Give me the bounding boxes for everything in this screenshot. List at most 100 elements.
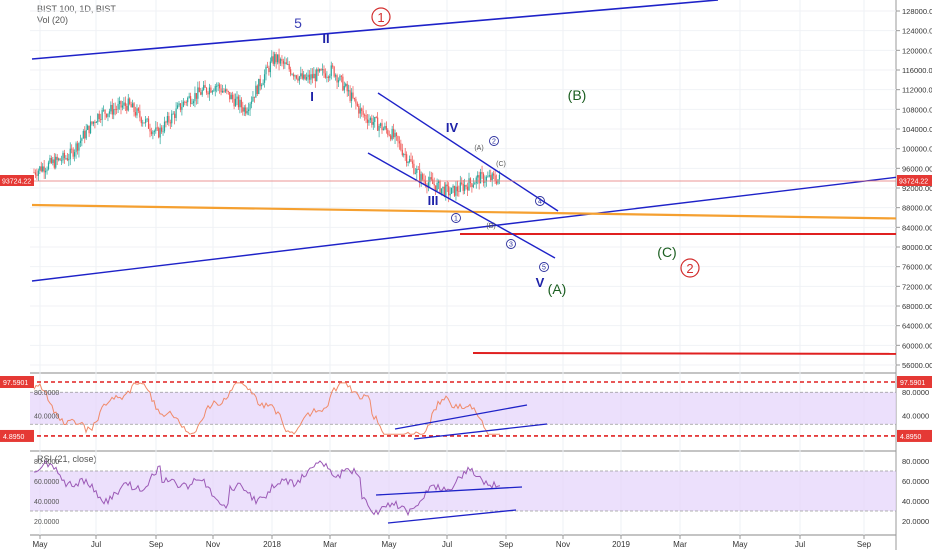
candle-body xyxy=(336,75,338,83)
candle-body xyxy=(201,89,203,95)
candle-body xyxy=(297,78,299,81)
candle-body xyxy=(101,110,103,120)
candle-body xyxy=(74,152,76,157)
candle-body xyxy=(427,182,429,188)
candle-body xyxy=(352,92,354,98)
candle-body xyxy=(443,186,445,196)
candle-body xyxy=(316,69,318,82)
p2-tick-label: 80.0000 xyxy=(902,388,929,397)
wave-label: (B) xyxy=(568,87,587,103)
candle-body xyxy=(240,99,242,108)
wave-label: 2 xyxy=(686,261,693,276)
candle-body xyxy=(462,184,464,191)
candle-body xyxy=(200,92,202,95)
candle-body xyxy=(487,176,489,178)
level-label-left: 4.8950 xyxy=(3,434,25,441)
candle-body xyxy=(478,175,480,184)
candle-body xyxy=(475,177,477,184)
candle-body xyxy=(381,123,383,131)
candle-body xyxy=(42,166,44,172)
candle-body xyxy=(416,168,418,173)
rsi-pane[interactable] xyxy=(30,459,896,524)
oscillator-trendline-top xyxy=(394,404,528,430)
red-lower-level-line xyxy=(472,352,896,355)
candle-body xyxy=(59,158,61,161)
candle-body xyxy=(387,129,389,135)
candle-body xyxy=(368,119,370,123)
candle-body xyxy=(108,111,110,114)
candle-body xyxy=(234,98,237,107)
oscillator-line xyxy=(33,382,500,435)
candle-body xyxy=(40,166,42,172)
candle-body xyxy=(482,173,485,183)
candle-body xyxy=(408,159,411,163)
candle-body xyxy=(292,74,295,77)
x-tick-label: Sep xyxy=(857,540,872,549)
candle-body xyxy=(258,78,260,94)
candle-body xyxy=(287,64,289,65)
candle-body xyxy=(94,121,96,123)
candle-body xyxy=(329,75,331,78)
y-tick-label: 116000.00 xyxy=(902,66,932,75)
wave-circle xyxy=(680,258,700,278)
candle-body xyxy=(105,113,108,117)
candle-body xyxy=(339,75,341,81)
candle-body xyxy=(255,85,257,98)
candle-body xyxy=(303,74,305,79)
candle-body xyxy=(33,172,35,174)
candle-body xyxy=(88,125,90,134)
candle-body xyxy=(485,176,487,182)
candle-body xyxy=(345,83,347,87)
candle-body xyxy=(71,148,73,150)
x-tick-label: Sep xyxy=(499,540,514,549)
candle-body xyxy=(491,173,493,181)
candle-body xyxy=(246,110,248,114)
x-tick-label: Jul xyxy=(91,540,101,549)
candle-body xyxy=(279,58,282,64)
level-badge-right xyxy=(897,429,932,442)
candle-body xyxy=(165,121,167,123)
p3-tick-label: 60.0000 xyxy=(902,477,929,486)
candle-body xyxy=(488,175,490,177)
candle-body xyxy=(323,69,325,74)
candle-body xyxy=(455,186,457,196)
candle-body xyxy=(113,109,115,115)
wave-label: 5 xyxy=(542,265,546,272)
candle-body xyxy=(435,185,437,192)
y-tick-label: 112000.00 xyxy=(902,86,932,95)
candle-body xyxy=(175,108,177,119)
wave-label: IV xyxy=(446,120,459,135)
p2-left-tick-label: 80.0000 xyxy=(34,390,59,397)
candle-body xyxy=(430,177,432,180)
candle-body xyxy=(161,127,163,132)
candle-body xyxy=(89,121,92,134)
candle-body xyxy=(49,157,51,163)
candle-body xyxy=(230,94,232,100)
oscillator-pane[interactable] xyxy=(30,381,896,440)
candle-body xyxy=(263,74,266,83)
y-tick-label: 100000.00 xyxy=(902,145,932,154)
candle-body xyxy=(259,78,261,87)
x-tick-label: Nov xyxy=(556,540,570,549)
candle-body xyxy=(75,143,77,153)
candle-body xyxy=(126,105,128,111)
candle-body xyxy=(205,87,208,93)
x-tick-label: Jul xyxy=(795,540,805,549)
wave-label: V xyxy=(536,275,545,290)
candle-body xyxy=(458,191,460,193)
candle-body xyxy=(272,56,274,64)
candle-body xyxy=(216,86,218,87)
candle-body xyxy=(364,114,366,116)
price-pane[interactable] xyxy=(31,0,932,355)
candle-body xyxy=(65,158,67,159)
candle-body xyxy=(46,169,48,171)
candle-body xyxy=(162,131,164,133)
candle-body xyxy=(143,122,145,124)
rsi-trendline-bottom xyxy=(387,509,517,524)
candle-body xyxy=(495,180,498,184)
candle-body xyxy=(445,184,447,196)
p2-tick-label: 40.0000 xyxy=(902,412,929,421)
candle-body xyxy=(282,60,284,64)
candle-body xyxy=(317,69,319,72)
